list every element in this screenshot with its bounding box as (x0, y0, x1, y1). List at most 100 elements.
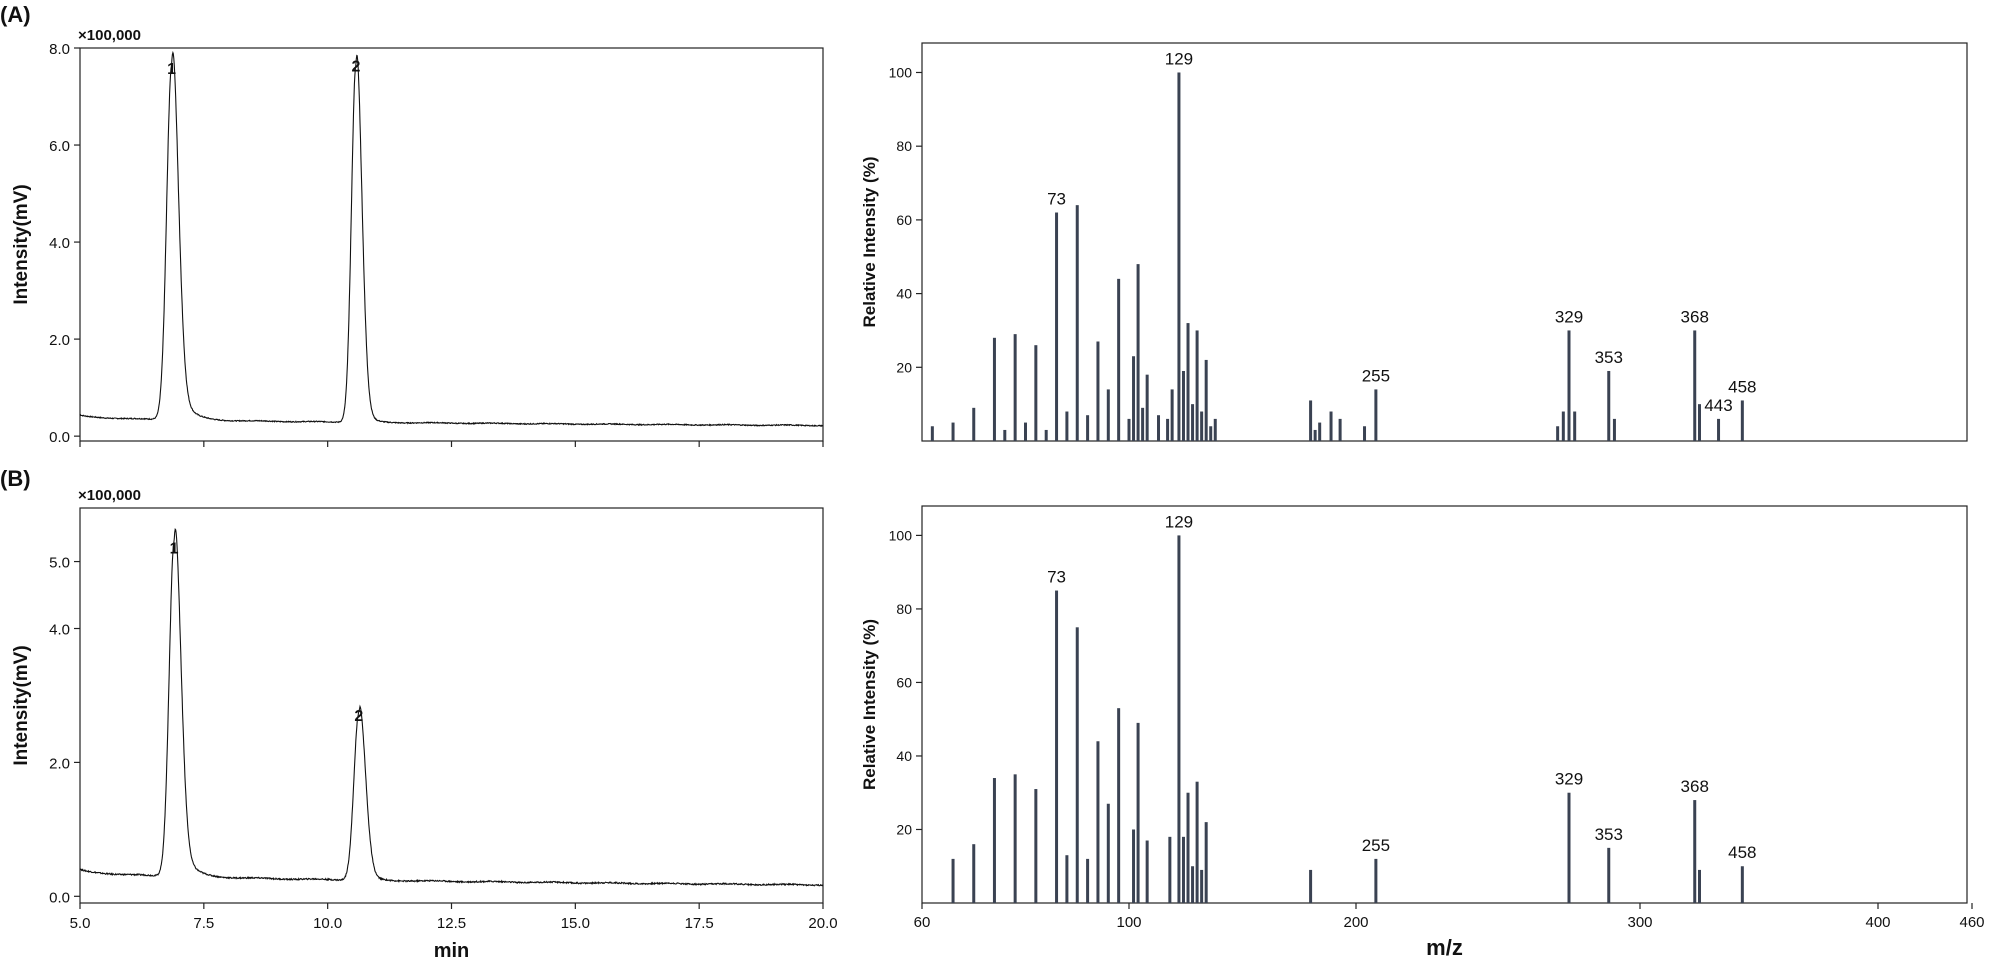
y-tick-label: 100 (889, 527, 913, 543)
spectrum-peak (1213, 418, 1217, 441)
plot-frame (79, 507, 824, 904)
spectrum-peak-label: 458 (1728, 843, 1756, 862)
spectrum-peak (1013, 774, 1017, 903)
spectrum-peak (1096, 741, 1100, 903)
spectrum-peak (1204, 359, 1208, 441)
spectrum-peak (1034, 789, 1038, 903)
spectrum-peak-label: 353 (1595, 825, 1623, 844)
spectrum-peak (1313, 429, 1317, 441)
spectrum-peak (1567, 330, 1571, 441)
spectrum-peak (1024, 422, 1027, 441)
y-tick-label: 40 (896, 286, 912, 302)
spectrum-peak (1034, 345, 1038, 441)
spectrum-peak (1318, 422, 1322, 441)
y-tick-label: 80 (896, 138, 912, 154)
spectrum-peak (1177, 72, 1181, 442)
y-tick-label: 5.0 (49, 555, 70, 572)
spectrum-peak (1191, 866, 1195, 903)
spectrum-peak (1374, 858, 1378, 903)
y-axis-label: Relative Intensity (%) (860, 619, 879, 790)
spectrum-peak (1086, 858, 1090, 903)
chart-chromB: 0.0 2.0 4.0 5.0 5.0 7.5 10.0 12.5 15.0 17.5 20.0 ×1… (11, 487, 838, 962)
spectrum-peak (1374, 389, 1378, 441)
spectrum-peak (1181, 370, 1185, 441)
spectrum-peak (1740, 866, 1744, 903)
spectrum-peak (992, 337, 996, 441)
spectrum-peak (972, 407, 976, 441)
y-tick-label: 8.0 (49, 41, 70, 58)
spectrum-peak (1145, 374, 1149, 441)
spectrum-peak-label: 329 (1555, 307, 1583, 326)
spectrum-peak (1055, 212, 1059, 441)
y-tick-label: 0.0 (49, 889, 70, 906)
y-tick-label: 60 (896, 674, 912, 690)
spectrum-peak (1055, 590, 1059, 903)
y-tick-label: 4.0 (49, 622, 70, 639)
spectrum-peak (1567, 792, 1571, 903)
spectrum-peak (992, 778, 996, 903)
spectrum-peak (1195, 781, 1199, 903)
panel-label-a: (A) (0, 2, 31, 27)
y-tick-label: 100 (889, 64, 913, 80)
spectrum-peak (1003, 429, 1007, 441)
spectrum-peak (1013, 334, 1017, 441)
spectrum-peak (1106, 803, 1110, 903)
x-tick-label: 17.5 (685, 915, 714, 932)
spectrum-peak (1612, 418, 1616, 441)
spectrum-peak-label: 329 (1555, 770, 1583, 789)
spectrum-peak-label: 255 (1362, 836, 1390, 855)
x-tick-label: 5.0 (70, 915, 91, 932)
spectrum-peak-label: 129 (1165, 49, 1193, 68)
spectrum-peak (1117, 708, 1121, 903)
chart-msA: 20 40 60 80 100 Relative Intensity (%) 73 129 25… (860, 42, 1968, 442)
y-tick-label: 80 (896, 601, 912, 617)
spectrum-peak (1044, 429, 1048, 441)
spectrum-peak (1329, 411, 1333, 441)
peak-label: 1 (170, 541, 179, 558)
y-axis-label: Intensity(mV) (11, 184, 32, 304)
spectrum-peak (1698, 869, 1701, 903)
spectrum-peak (1075, 627, 1079, 903)
spectrum-peak (1186, 323, 1190, 441)
x-axis-label: m/z (1426, 935, 1463, 960)
spectrum-peak (1065, 411, 1069, 441)
x-tick-label: 15.0 (561, 915, 590, 932)
spectrum-peak-label: 129 (1165, 512, 1193, 531)
spectrum-peak (1309, 869, 1313, 903)
axis-multiplier: ×100,000 (78, 27, 141, 44)
spectrum-peak (1106, 389, 1110, 441)
spectrum-peak (1136, 722, 1140, 903)
x-tick-label: 100 (1116, 914, 1141, 931)
y-tick-label: 20 (896, 359, 912, 375)
spectrum-peak-label: 255 (1362, 366, 1390, 385)
spectrum-peak (1573, 411, 1577, 441)
plot-frame (921, 505, 1968, 904)
y-tick-label: 6.0 (49, 138, 70, 155)
y-tick-label: 40 (896, 748, 912, 764)
spectrum-peak (1607, 370, 1611, 441)
spectrum-peak (1693, 330, 1697, 441)
spectrum-peak (1181, 836, 1185, 903)
spectrum-peak (951, 858, 955, 903)
spectrum-peak (1136, 264, 1140, 441)
spectrum-peak (1200, 869, 1204, 903)
spectrum-peak (1740, 400, 1744, 441)
spectrum-peak (1157, 415, 1161, 441)
x-tick-label: 12.5 (437, 915, 466, 932)
y-tick-label: 2.0 (49, 332, 70, 349)
x-tick-label: 20.0 (808, 915, 837, 932)
chart-chromA: 0.0 2.0 4.0 6.0 8.0 ×100,000 Intensity(mV) 1 2 (11, 27, 824, 447)
x-tick-label: 300 (1627, 914, 1652, 931)
spectrum-peak (951, 422, 955, 441)
spectrum-peak (1556, 426, 1560, 441)
y-tick-label: 4.0 (49, 235, 70, 252)
y-axis-label: Intensity(mV) (11, 645, 32, 765)
x-tick-label: 200 (1343, 914, 1368, 931)
x-axis-label: min (434, 940, 470, 962)
x-tick-label: 460 (1959, 914, 1984, 931)
spectrum-peak (1170, 389, 1174, 441)
spectrum-peak-label: 368 (1681, 777, 1709, 796)
spectrum-peak (1166, 418, 1170, 441)
y-tick-label: 0.0 (49, 429, 70, 446)
